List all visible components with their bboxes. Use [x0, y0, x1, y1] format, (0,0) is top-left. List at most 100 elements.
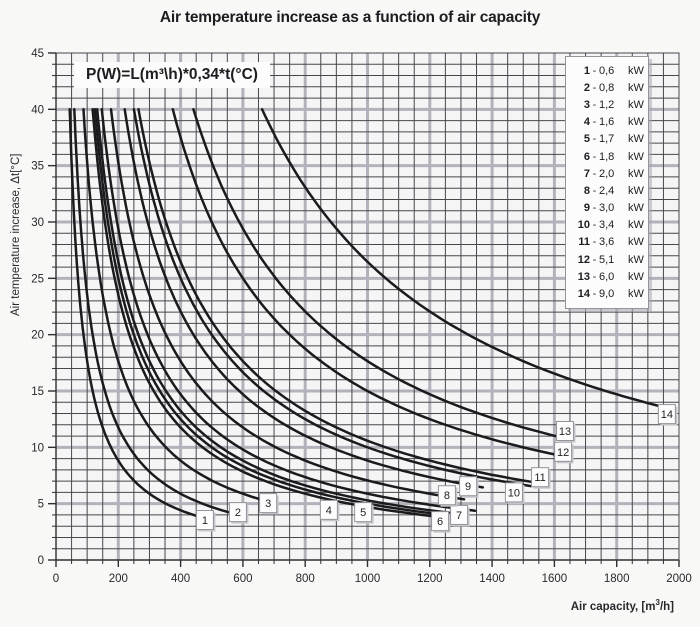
y-tick-label: 30: [31, 217, 44, 229]
curve-4: [91, 108, 456, 520]
legend-item-dash: -: [592, 64, 597, 77]
legend-item-value: 1,2: [599, 98, 615, 111]
legend-item-unit: kW: [628, 116, 644, 129]
curve-badge-2: [228, 502, 247, 523]
legend-item-unit: kW: [628, 270, 644, 283]
legend-item-number: 7: [583, 167, 590, 180]
curve-3: [82, 108, 276, 505]
legend-item-number: 2: [583, 81, 590, 94]
curve-badge-label-5: 5: [360, 507, 366, 519]
legend-item: 7-2,0 kW: [566, 165, 648, 182]
y-tick-label: 20: [31, 330, 44, 342]
curve-badge-label-11: 11: [534, 472, 545, 484]
legend-item-value: 2,4: [599, 184, 615, 197]
curve-9: [123, 108, 485, 489]
legend-item-unit: kW: [628, 288, 644, 301]
curve-badge-10: [504, 482, 523, 503]
legend-item-unit: kW: [628, 98, 644, 111]
legend-item-value: 9,0: [599, 288, 615, 301]
curve-badge-13: [555, 420, 574, 441]
legend-item-number: 11: [578, 236, 590, 249]
x-tick-label: 0: [53, 573, 59, 585]
legend-item-dash: -: [592, 81, 597, 94]
curve-10: [132, 108, 533, 488]
curve-badge-9: [459, 476, 478, 497]
legend-item-unit: kW: [628, 64, 644, 77]
legend-item-dash: -: [592, 253, 597, 266]
x-tick-label: 1200: [417, 573, 443, 585]
legend-item-number: 1: [583, 64, 590, 77]
curve-7: [100, 108, 477, 512]
curve-badge-14: [657, 404, 676, 425]
curve-badge-label-1: 1: [202, 515, 208, 527]
curve-badge-4: [319, 499, 338, 520]
curve-badge-1: [195, 510, 214, 531]
y-tick-label: 15: [31, 386, 44, 398]
curve-badge-label-9: 9: [465, 481, 471, 493]
curve-badge-label-6: 6: [437, 516, 443, 528]
legend-item: 1-0,6 kW: [566, 62, 648, 79]
curve-11: [137, 108, 544, 485]
legend-item: 14-9,0 kW: [566, 285, 648, 302]
legend-item-number: 3: [583, 98, 590, 111]
legend-item-dash: -: [592, 219, 597, 232]
curve-1: [68, 108, 210, 521]
page-title: Air temperature increase as a function o…: [159, 9, 541, 26]
legend-item-dash: -: [592, 98, 597, 111]
legend-item-value: 1,6: [599, 116, 615, 129]
legend-item-dash: -: [592, 270, 597, 283]
legend-item-unit: kW: [628, 236, 644, 249]
curve-badge-label-2: 2: [235, 507, 241, 519]
legend-item-number: 10: [577, 219, 590, 232]
curve-badge-5: [354, 502, 373, 523]
legend-item-unit: kW: [628, 81, 644, 94]
legend-item: 13-6,0 kW: [566, 268, 648, 285]
legend-item-value: 0,8: [599, 81, 615, 94]
x-axis-label: Air capacity, [m3/h]: [571, 598, 674, 613]
curve-badge-label-12: 12: [557, 447, 569, 459]
legend-item: 3-1,2 kW: [566, 96, 648, 113]
x-axis-label-suffix: /h]: [659, 600, 674, 613]
x-tick-label: 1000: [355, 573, 381, 585]
x-tick-label: 2000: [666, 573, 692, 585]
x-tick-label: 1600: [542, 573, 568, 585]
curve-12: [171, 108, 559, 457]
legend-item-value: 1,7: [599, 133, 615, 146]
curve-badge-label-10: 10: [508, 487, 520, 499]
x-axis-label-superscript: 3: [655, 598, 660, 607]
legend-item: 8-2,4 kW: [566, 182, 648, 199]
y-tick-label: 40: [31, 104, 44, 116]
curve-badge-label-3: 3: [265, 498, 271, 510]
legend-item-value: 6,0: [599, 270, 615, 283]
legend-item-number: 9: [583, 202, 590, 215]
legend-item-unit: kW: [628, 167, 644, 180]
legend-item-number: 6: [583, 150, 590, 163]
y-tick-label: 45: [31, 48, 44, 60]
legend-item-value: 0,6: [599, 64, 615, 77]
y-tick-label: 0: [38, 555, 44, 567]
legend-item-number: 8: [583, 184, 590, 197]
legend-item: 2-0,8 kW: [566, 79, 648, 96]
formula-label: P(W)=L(m³\h)*0,34*t(°C): [74, 62, 270, 88]
legend-item: 6-1,8 kW: [566, 148, 648, 165]
legend-item-dash: -: [592, 288, 597, 301]
legend-item: 5-1,7 kW: [566, 131, 648, 148]
x-tick-label: 1800: [604, 573, 630, 585]
legend-item-dash: -: [592, 150, 597, 163]
legend-item-value: 3,6: [599, 236, 615, 249]
legend-item-value: 1,8: [599, 150, 615, 163]
curve-badge-11: [531, 467, 550, 488]
curve-badge-label-14: 14: [661, 409, 673, 421]
x-tick-label: 600: [233, 573, 252, 585]
curve-8: [109, 108, 466, 501]
y-tick-label: 35: [31, 161, 44, 173]
legend-item-number: 12: [577, 253, 590, 266]
legend-item-unit: kW: [628, 219, 644, 232]
curve-2: [73, 108, 245, 518]
legend-box: 1-0,6 kW 2-0,8 kW 3-1,2 kW 4-1,6 kW 5-1,7 kW 6-1,8…: [565, 56, 649, 309]
curve-14: [260, 108, 665, 409]
x-tick-label: 800: [296, 573, 315, 585]
legend-item-unit: kW: [628, 150, 644, 163]
x-axis-label-prefix: Air capacity, [m: [570, 600, 656, 613]
legend-item-dash: -: [592, 202, 597, 215]
